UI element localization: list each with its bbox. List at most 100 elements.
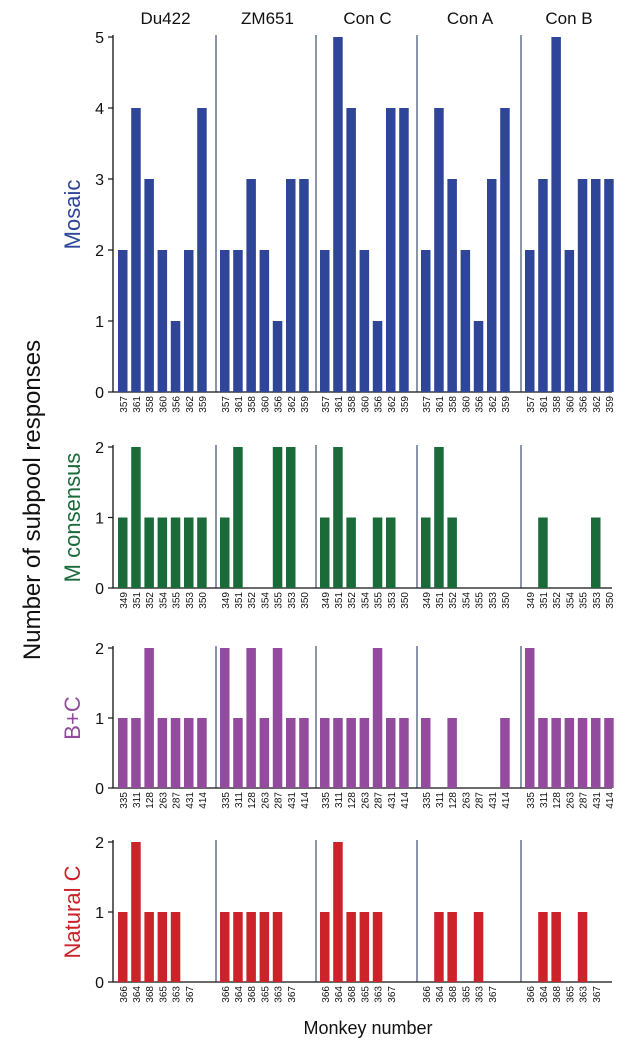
category-label: 361 <box>539 396 550 413</box>
category-label: 354 <box>158 592 169 609</box>
category-label: 263 <box>565 792 576 809</box>
bar <box>220 250 230 392</box>
category-label: 365 <box>461 986 472 1003</box>
y-tick-label: 0 <box>95 385 104 402</box>
category-label: 263 <box>260 792 271 809</box>
category-label: 363 <box>475 986 486 1003</box>
bar <box>564 718 575 788</box>
category-label: 287 <box>172 792 183 809</box>
bar <box>197 718 207 788</box>
category-label: 358 <box>247 396 258 413</box>
category-label: 356 <box>579 396 590 413</box>
bar <box>386 718 396 788</box>
category-label: 362 <box>287 396 298 413</box>
bar <box>333 842 343 982</box>
category-label: 352 <box>552 592 563 609</box>
bar <box>538 718 548 788</box>
bar <box>170 912 181 982</box>
category-label: 311 <box>435 792 446 808</box>
category-label: 311 <box>539 792 550 808</box>
bar <box>259 718 270 788</box>
bar <box>359 250 370 392</box>
category-label: 287 <box>274 792 285 809</box>
category-label: 363 <box>374 986 385 1003</box>
category-label: 360 <box>461 396 472 413</box>
category-label: 128 <box>247 792 258 809</box>
bar <box>434 108 444 392</box>
category-label: 358 <box>347 396 358 413</box>
category-label: 364 <box>234 986 245 1003</box>
category-label: 361 <box>435 396 446 413</box>
category-label: 335 <box>526 792 537 809</box>
bar <box>591 517 601 588</box>
bar <box>551 912 561 982</box>
category-label: 311 <box>234 792 245 808</box>
bar <box>372 517 383 588</box>
category-label: 364 <box>132 986 143 1003</box>
y-tick-label: 1 <box>95 511 104 528</box>
bar <box>372 648 383 788</box>
category-label: 287 <box>579 792 590 809</box>
bar <box>118 912 128 982</box>
bar <box>220 648 230 788</box>
category-label: 366 <box>221 986 232 1003</box>
category-label: 355 <box>172 592 183 609</box>
bar <box>144 912 154 982</box>
bar <box>487 179 497 392</box>
bar <box>346 517 356 588</box>
bar <box>359 912 370 982</box>
panel-label: B+C <box>60 696 85 740</box>
category-label: 128 <box>347 792 358 809</box>
bar <box>144 179 154 392</box>
category-label: 351 <box>435 592 446 609</box>
category-label: 361 <box>132 396 143 413</box>
bar <box>286 179 296 392</box>
category-label: 357 <box>321 396 332 413</box>
category-label: 349 <box>526 592 537 609</box>
bar <box>604 718 614 788</box>
category-label: 366 <box>526 986 537 1003</box>
bar <box>551 718 561 788</box>
bar <box>346 718 356 788</box>
category-label: 362 <box>488 396 499 413</box>
bar <box>170 321 181 392</box>
bar <box>118 718 128 788</box>
bar <box>421 517 431 588</box>
category-label: 353 <box>287 592 298 609</box>
bar <box>233 447 243 588</box>
bar <box>170 718 181 788</box>
category-label: 351 <box>334 592 345 609</box>
bar <box>184 718 194 788</box>
y-tick-label: 0 <box>95 975 104 992</box>
category-label: 354 <box>360 592 371 609</box>
bar <box>591 718 601 788</box>
category-label: 360 <box>260 396 271 413</box>
category-label: 365 <box>260 986 271 1003</box>
category-label: 353 <box>185 592 196 609</box>
bar <box>299 179 309 392</box>
bar <box>118 517 128 588</box>
y-tick-label: 1 <box>95 905 104 922</box>
bar <box>500 718 510 788</box>
category-label: 355 <box>274 592 285 609</box>
category-label: 355 <box>579 592 590 609</box>
category-label: 431 <box>592 792 603 809</box>
category-label: 350 <box>501 592 512 609</box>
category-label: 414 <box>605 792 616 809</box>
bar <box>144 517 154 588</box>
bar <box>272 648 283 788</box>
category-label: 128 <box>145 792 156 809</box>
category-label: 365 <box>565 986 576 1003</box>
bar <box>604 179 614 392</box>
category-label: 287 <box>475 792 486 809</box>
bar <box>272 321 283 392</box>
category-label: 355 <box>374 592 385 609</box>
category-label: 360 <box>360 396 371 413</box>
panel-label: M consensus <box>60 453 85 583</box>
bar <box>447 179 457 392</box>
bar <box>473 912 484 982</box>
bar <box>447 517 457 588</box>
category-label: 364 <box>435 986 446 1003</box>
